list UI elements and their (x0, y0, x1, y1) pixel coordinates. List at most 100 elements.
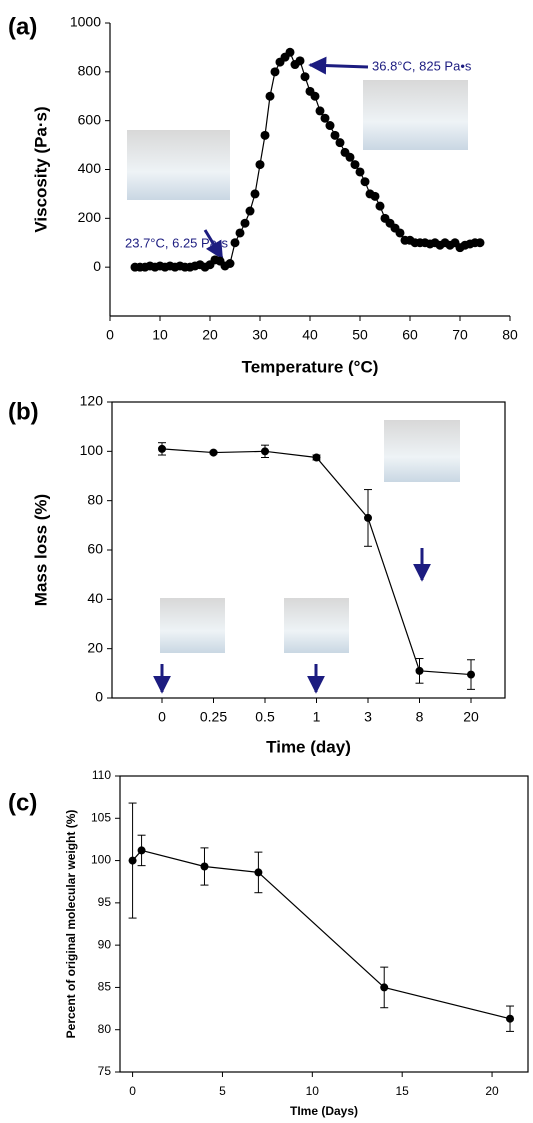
y-tick-label: 100 (91, 853, 111, 867)
data-point (158, 444, 166, 453)
data-point (200, 862, 209, 871)
data-point (285, 47, 295, 57)
data-point (335, 138, 345, 148)
y-tick-label: 0 (93, 258, 101, 274)
data-point (312, 453, 321, 462)
arrow (203, 229, 224, 260)
y-tick-label: 100 (80, 442, 104, 458)
x-tick-label: 60 (402, 327, 418, 343)
x-tick-label: 0.25 (200, 709, 227, 725)
data-point (360, 177, 370, 187)
data-point (240, 218, 250, 228)
data-point (255, 160, 265, 170)
x-tick-label: 8 (416, 709, 424, 725)
data-point (345, 152, 355, 162)
data-point (230, 238, 240, 248)
data-point (295, 56, 305, 66)
data-point (325, 121, 335, 131)
y-tick-label: 800 (78, 63, 102, 79)
data-point (506, 1014, 515, 1023)
x-tick-label: 5 (219, 1084, 226, 1098)
x-tick-label: 70 (452, 327, 468, 343)
data-point (128, 856, 137, 865)
y-tick-label: 600 (78, 111, 102, 127)
y-tick-label: 85 (98, 980, 112, 994)
y-tick-label: 40 (87, 590, 103, 606)
x-tick-label: 3 (364, 709, 372, 725)
y-tick-label: 105 (91, 810, 111, 824)
x-tick-label: 0 (106, 327, 114, 343)
panel-label: (c) (8, 789, 37, 816)
y-tick-label: 80 (87, 491, 103, 507)
data-point (330, 130, 340, 140)
y-tick-label: 20 (87, 639, 103, 655)
x-tick-label: 20 (485, 1084, 499, 1098)
data-point (355, 167, 365, 177)
x-tick-label: 30 (252, 327, 268, 343)
data-point (380, 983, 389, 992)
y-tick-label: 120 (80, 393, 104, 409)
data-point (364, 513, 372, 522)
x-axis-label: Temperature (°C) (242, 357, 379, 376)
data-point (254, 868, 263, 877)
data-point (315, 106, 325, 116)
x-tick-label: 0.5 (255, 709, 275, 725)
x-tick-label: 10 (306, 1084, 320, 1098)
plot-frame (119, 775, 529, 1073)
y-tick-label: 80 (98, 1022, 112, 1036)
data-point (225, 259, 235, 269)
x-tick-label: 0 (129, 1084, 136, 1098)
y-axis-label: Mass loss (%) (31, 494, 50, 606)
data-point (310, 91, 320, 101)
y-tick-label: 90 (98, 937, 112, 951)
data-point (245, 206, 255, 216)
y-tick-label: 1000 (70, 14, 101, 30)
y-axis-label: Viscosity (Pa·s) (31, 106, 50, 232)
data-point (320, 113, 330, 123)
panel-label: (b) (8, 398, 39, 425)
y-tick-label: 95 (98, 895, 112, 909)
x-tick-label: 20 (463, 709, 479, 725)
y-tick-label: 60 (87, 541, 103, 557)
photo (160, 598, 225, 653)
y-tick-label: 110 (92, 768, 111, 782)
y-tick-label: 0 (95, 689, 103, 705)
data-point (137, 846, 146, 855)
x-axis-label: TIme (Days) (290, 1104, 358, 1118)
data-point (261, 447, 269, 456)
photo (384, 420, 460, 482)
panel-label: (a) (8, 13, 37, 40)
data-point (209, 448, 218, 457)
data-point (350, 160, 360, 170)
data-point (370, 191, 380, 201)
data-point (250, 189, 260, 199)
x-tick-label: 20 (202, 327, 218, 343)
x-axis-label: Time (day) (266, 737, 351, 756)
data-point (300, 72, 310, 82)
x-tick-label: 50 (352, 327, 368, 343)
arrow (308, 56, 369, 75)
data-point (467, 670, 475, 679)
x-tick-label: 40 (302, 327, 318, 343)
x-tick-label: 10 (152, 327, 168, 343)
data-point (265, 91, 275, 101)
data-point (235, 228, 245, 238)
y-tick-label: 400 (78, 160, 102, 176)
x-tick-label: 80 (502, 327, 518, 343)
data-point (375, 201, 385, 211)
photo (363, 80, 468, 150)
y-tick-label: 75 (98, 1064, 112, 1078)
photo (127, 130, 230, 200)
x-tick-label: 0 (158, 709, 166, 725)
data-line (132, 849, 511, 1020)
annotation: 36.8°C, 825 Pa•s (372, 58, 472, 73)
y-tick-label: 200 (78, 209, 102, 225)
y-axis-label: Percent of original molecular weight (%) (64, 810, 78, 1039)
x-tick-label: 15 (396, 1084, 410, 1098)
data-point (260, 130, 270, 140)
data-point (415, 666, 424, 675)
data-point (270, 67, 280, 77)
photo (284, 598, 349, 653)
data-point (395, 228, 405, 238)
